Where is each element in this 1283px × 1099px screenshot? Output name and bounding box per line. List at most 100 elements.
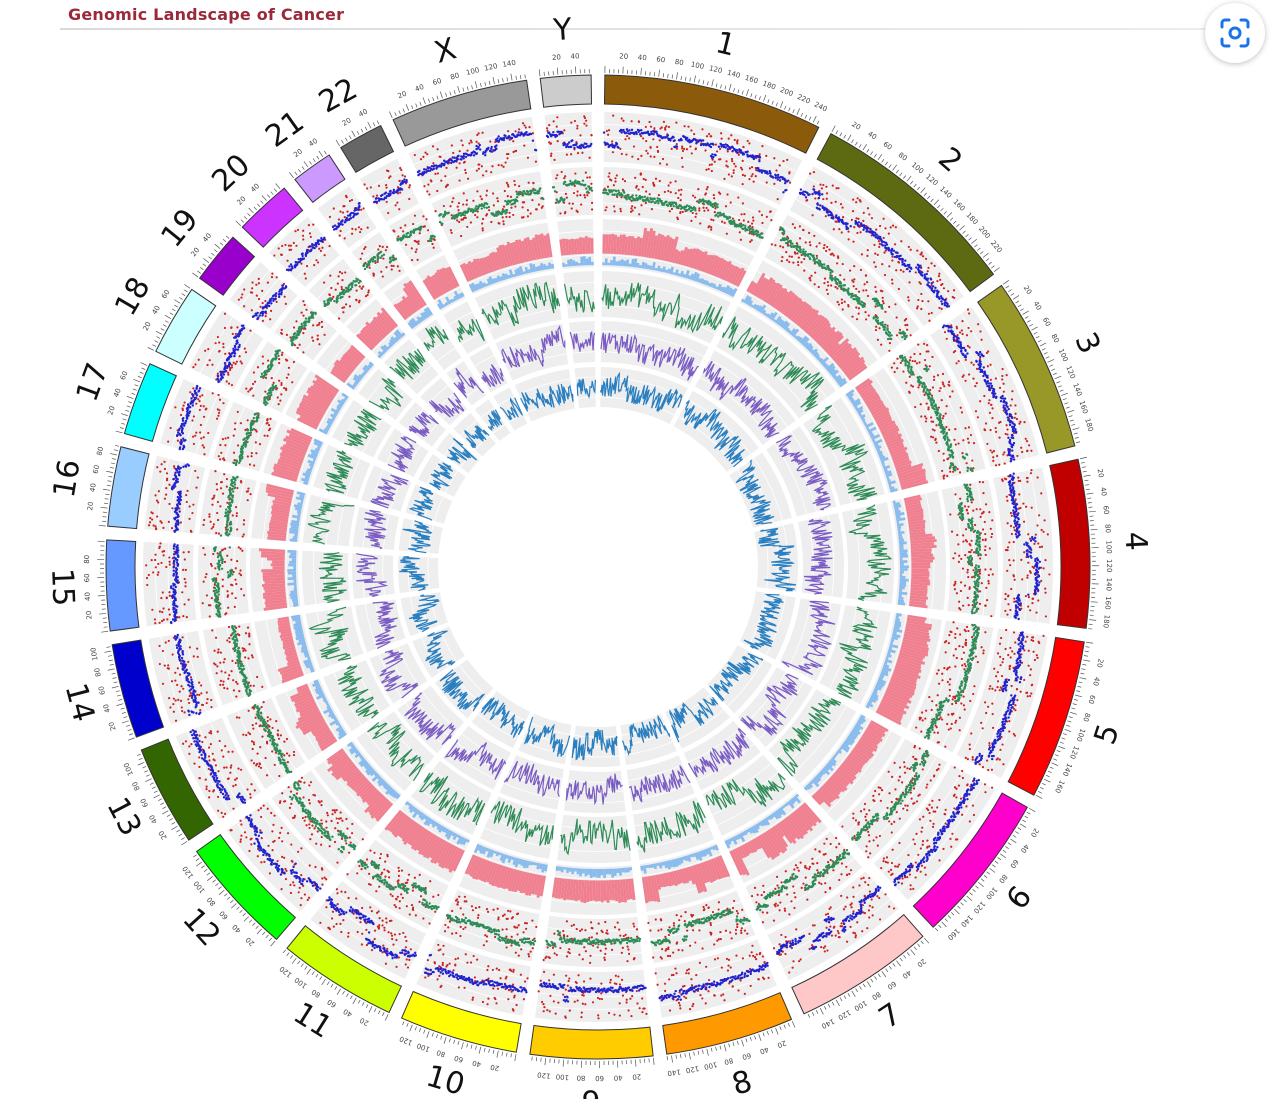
scatter-point xyxy=(637,188,640,191)
scatter-point xyxy=(959,517,963,520)
scatter-point xyxy=(896,865,900,868)
scatter-point xyxy=(996,686,999,689)
scatter-point xyxy=(813,283,816,286)
track-gridline xyxy=(600,351,695,375)
scatter-point xyxy=(792,261,795,264)
scatter-point xyxy=(827,284,830,287)
scatter-point xyxy=(1012,540,1015,544)
scatter-point xyxy=(857,312,860,315)
scatter-point xyxy=(919,352,922,356)
scatter-point xyxy=(887,870,890,873)
scatter-point xyxy=(617,191,621,194)
scatter-point xyxy=(951,390,954,393)
scatter-point xyxy=(990,403,993,406)
scatter-point xyxy=(701,139,705,142)
scatter-point xyxy=(888,249,891,252)
scatter-point xyxy=(903,337,907,341)
histogram-bar xyxy=(899,573,903,577)
scatter-point xyxy=(712,155,715,159)
scatter-point xyxy=(989,449,992,452)
histogram-bar xyxy=(899,576,906,579)
scatter-point xyxy=(641,185,644,189)
scatter-point xyxy=(893,370,896,374)
histogram-bar xyxy=(724,285,730,294)
scatter-point xyxy=(762,884,765,887)
scatter-point xyxy=(882,217,885,220)
scatter-point xyxy=(996,732,999,736)
scatter-point xyxy=(1011,429,1015,433)
scatter-point xyxy=(981,481,985,484)
scatter-point xyxy=(1017,517,1020,521)
scatter-point xyxy=(936,741,939,744)
lens-button[interactable] xyxy=(1205,3,1265,63)
scatter-point xyxy=(869,227,872,231)
scatter-point xyxy=(1029,674,1032,677)
scatter-point xyxy=(958,729,961,732)
scatter-point xyxy=(1035,565,1039,569)
histogram-bar xyxy=(682,248,691,267)
scatter-point xyxy=(736,225,740,228)
scatter-point xyxy=(1003,477,1007,480)
scatter-point xyxy=(1040,579,1043,582)
scatter-point xyxy=(950,815,953,819)
scatter-point xyxy=(868,916,871,919)
scatter-point xyxy=(956,695,959,698)
histogram-bar xyxy=(693,249,703,270)
scatter-point xyxy=(952,351,955,354)
scatter-point xyxy=(1032,639,1035,642)
scatter-point xyxy=(1008,720,1011,723)
scatter-point xyxy=(1030,469,1033,472)
scatter-point xyxy=(958,687,962,690)
histogram-bar xyxy=(713,257,724,277)
scatter-point xyxy=(883,328,886,332)
scatter-point xyxy=(750,165,754,169)
scatter-point xyxy=(964,528,968,531)
histogram-bar xyxy=(669,266,675,275)
scatter-point xyxy=(820,882,823,886)
scatter-point xyxy=(874,314,877,317)
scatter-point xyxy=(1005,628,1008,632)
scatter-point xyxy=(727,137,730,140)
scatter-point xyxy=(866,207,870,210)
scatter-point xyxy=(902,270,905,273)
histogram-bar xyxy=(897,528,901,532)
histogram-bar xyxy=(645,228,654,258)
scatter-point xyxy=(933,845,936,849)
scatter-point xyxy=(878,793,881,796)
scatter-point xyxy=(760,893,763,897)
scatter-point xyxy=(755,232,758,235)
scatter-point xyxy=(1012,631,1016,634)
scatter-point xyxy=(1030,449,1033,452)
histogram-bar xyxy=(615,261,619,266)
scatter-point xyxy=(974,564,978,567)
scatter-point xyxy=(752,157,756,161)
scatter-point xyxy=(964,756,967,759)
scatter-point xyxy=(968,747,971,751)
scatter-point xyxy=(907,366,910,370)
scatter-point xyxy=(720,137,723,140)
scatter-point xyxy=(852,886,855,889)
scatter-point xyxy=(829,925,832,928)
scatter-point xyxy=(820,193,824,196)
scatter-point xyxy=(669,191,672,194)
scatter-point xyxy=(613,193,616,196)
scatter-point xyxy=(843,283,847,287)
scatter-point xyxy=(730,175,733,178)
scatter-point xyxy=(875,814,878,818)
scatter-point xyxy=(898,766,902,769)
scatter-point xyxy=(979,553,982,557)
histogram-bar xyxy=(633,258,638,268)
scatter-point xyxy=(890,334,893,337)
scatter-point xyxy=(1004,720,1007,723)
scatter-point xyxy=(840,301,844,305)
scatter-point xyxy=(863,802,867,806)
scatter-point xyxy=(881,296,884,299)
scatter-point xyxy=(878,896,881,900)
scatter-point xyxy=(884,893,887,896)
scatter-point xyxy=(772,176,775,179)
scatter-point xyxy=(1002,717,1005,721)
scatter-point xyxy=(785,251,788,254)
scatter-point xyxy=(1027,593,1030,596)
scatter-point xyxy=(991,451,994,454)
scatter-point xyxy=(686,209,689,212)
